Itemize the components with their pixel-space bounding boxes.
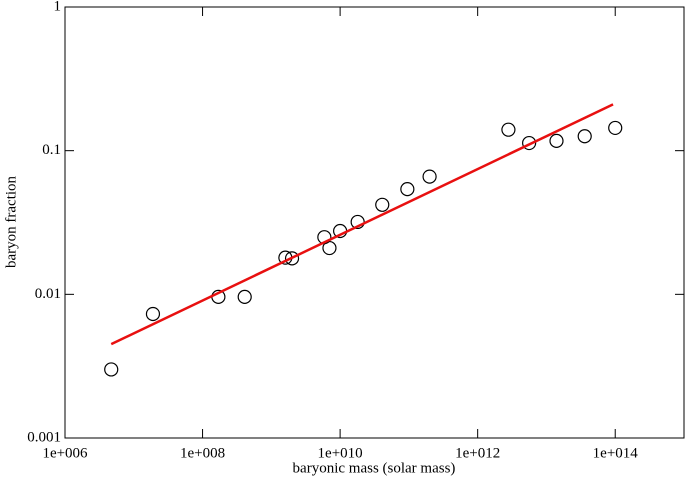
- x-tick-label: 1e+008: [180, 445, 225, 461]
- data-point: [145, 306, 161, 322]
- y-tick-label: 0.001: [27, 429, 61, 445]
- x-tick-label: 1e+012: [455, 445, 500, 461]
- data-point: [322, 240, 337, 256]
- data-point: [284, 251, 300, 266]
- data-point: [608, 120, 623, 136]
- x-axis-label: baryonic mass (solar mass): [293, 460, 456, 476]
- data-point: [422, 169, 437, 184]
- plot-frame: [64, 6, 685, 439]
- fit-line: [110, 103, 614, 346]
- data-point: [400, 182, 415, 197]
- y-tick-label: 0.1: [42, 142, 61, 158]
- data-point: [577, 129, 592, 144]
- x-tick-label: 1e+014: [593, 445, 639, 461]
- data-point: [549, 133, 564, 148]
- y-axis-label: baryon fraction: [3, 175, 19, 268]
- x-tick-label: 1e+010: [318, 445, 363, 461]
- y-tick-label: 0.01: [35, 286, 61, 302]
- data-point: [522, 135, 537, 151]
- data-point: [104, 362, 119, 377]
- y-tick-label: 1: [54, 0, 62, 14]
- data-point: [375, 197, 390, 212]
- data-point: [237, 289, 252, 304]
- data-point: [501, 122, 516, 137]
- x-tick-label: 1e+006: [42, 445, 88, 461]
